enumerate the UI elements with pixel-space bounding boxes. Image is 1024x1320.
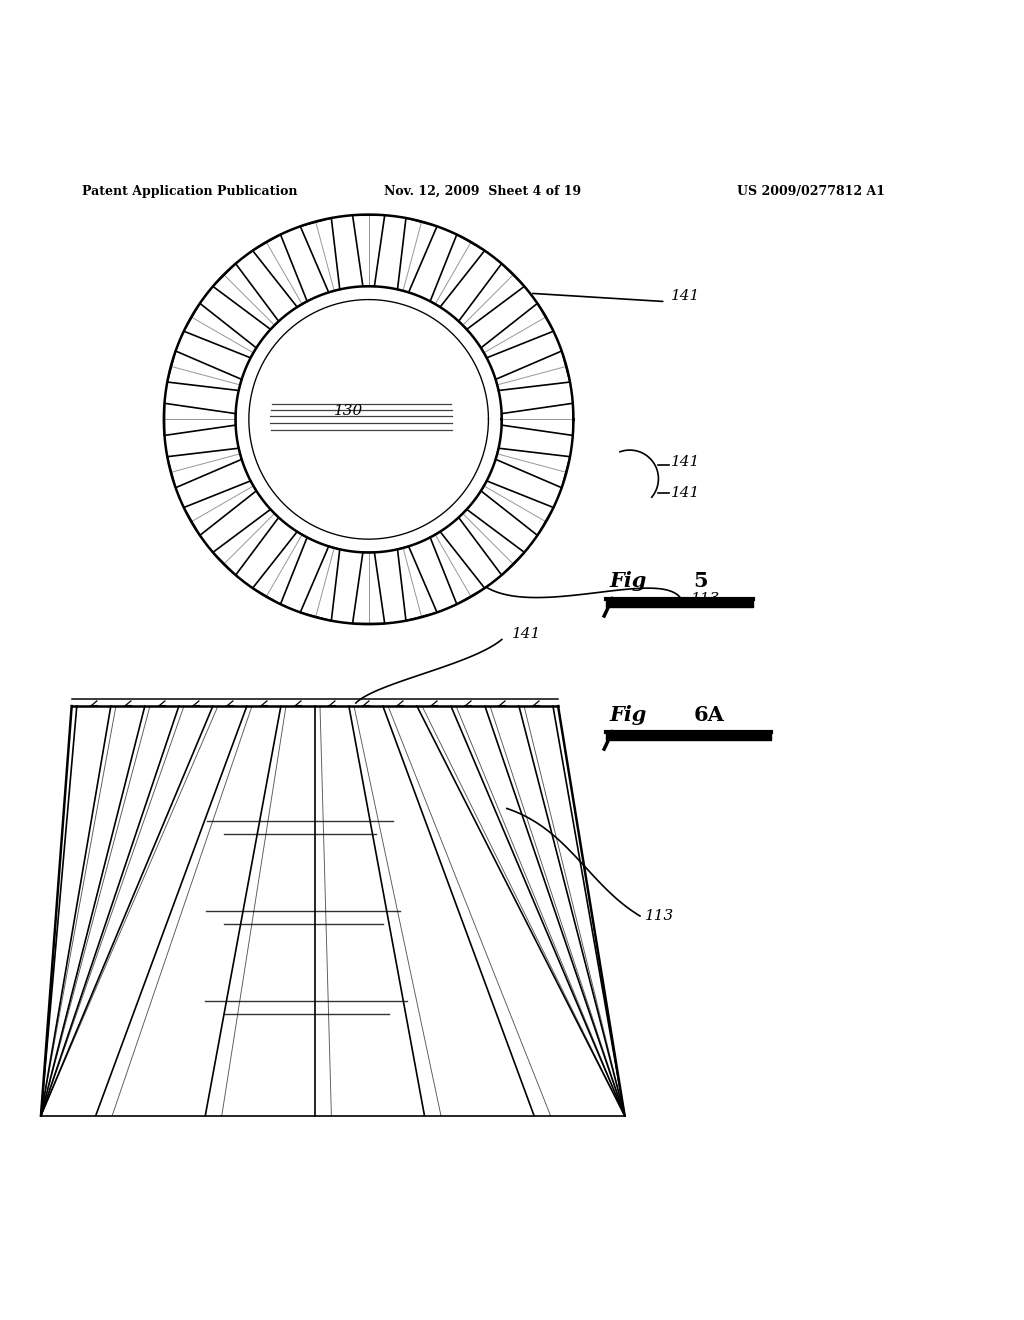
Text: 141: 141 xyxy=(671,289,700,304)
Text: 5: 5 xyxy=(693,572,708,591)
Text: 141: 141 xyxy=(671,455,700,470)
Text: Patent Application Publication: Patent Application Publication xyxy=(82,185,297,198)
Text: 141: 141 xyxy=(512,627,542,642)
Text: US 2009/0277812 A1: US 2009/0277812 A1 xyxy=(737,185,886,198)
Text: Nov. 12, 2009  Sheet 4 of 19: Nov. 12, 2009 Sheet 4 of 19 xyxy=(384,185,582,198)
Text: Fig: Fig xyxy=(609,705,646,725)
Text: 113: 113 xyxy=(691,591,721,606)
Text: 141: 141 xyxy=(671,486,700,500)
Text: Fig: Fig xyxy=(609,572,646,591)
Text: 6A: 6A xyxy=(693,705,724,725)
Text: 113: 113 xyxy=(645,909,675,923)
Text: 130: 130 xyxy=(334,404,362,418)
